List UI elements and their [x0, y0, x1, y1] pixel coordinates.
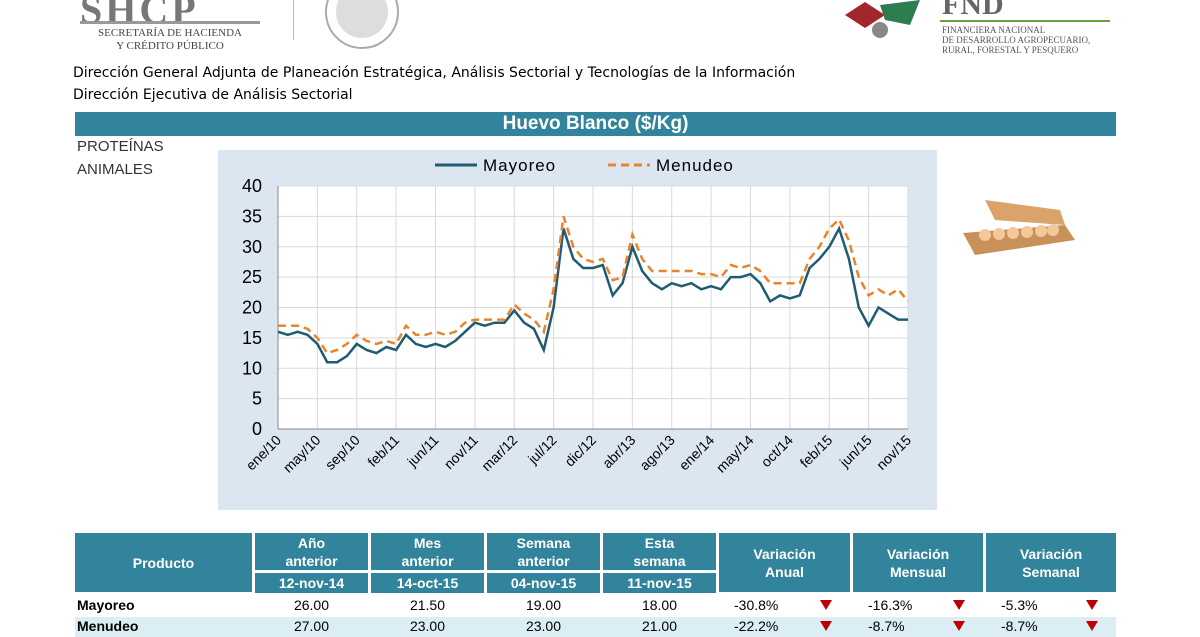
- header-cell: Producto: [75, 533, 252, 592]
- y-tick-label: 5: [252, 389, 262, 409]
- header-text: Variación: [1019, 545, 1083, 562]
- cell-text: -30.8%: [734, 597, 779, 613]
- y-tick-label: 35: [242, 206, 262, 226]
- header-text: Producto: [132, 554, 195, 571]
- date-cell: 14-oct-15: [371, 572, 484, 593]
- cell-text: -8.7%: [1001, 618, 1038, 634]
- cell-text: 26.00: [293, 597, 330, 613]
- down-arrow: [820, 621, 832, 631]
- down-arrow: [820, 600, 832, 610]
- y-tick-label: 25: [242, 267, 262, 287]
- down-arrow: [953, 600, 965, 610]
- section-title: Huevo Blanco ($/Kg): [75, 112, 1116, 136]
- header-line: Dirección General Adjunta de Planeación …: [73, 65, 796, 81]
- header-text: Variación: [886, 545, 950, 562]
- cell-text: -16.3%: [868, 597, 913, 613]
- cell-text: -5.3%: [1001, 597, 1038, 613]
- cell-text: 23.00: [409, 618, 446, 634]
- cell-text: Mayoreo: [77, 597, 135, 613]
- down-arrow: [953, 621, 965, 631]
- cell-text: Menudeo: [77, 618, 139, 634]
- header-cell: Año anterior: [255, 533, 368, 570]
- shcp-line: Y CRÉDITO PÚBLICO: [116, 40, 224, 52]
- divider: [293, 0, 294, 40]
- legend-label: Menudeo: [656, 156, 734, 175]
- header-text: anterior: [517, 552, 570, 569]
- date-cell: 04-nov-15: [487, 572, 600, 593]
- header-text: Esta: [644, 534, 675, 551]
- header-cell: Mes anterior: [371, 533, 484, 570]
- header-cell: Variación Semanal: [986, 533, 1116, 592]
- series-line: [278, 216, 909, 355]
- cell-text: 27.00: [293, 618, 330, 634]
- header-text: Mes: [413, 534, 442, 551]
- header-text: Semana: [516, 534, 571, 551]
- cell-text: -22.2%: [734, 618, 779, 634]
- y-tick-label: 40: [242, 176, 262, 196]
- header-cell: Variación Anual: [719, 533, 850, 592]
- fnd-line: RURAL, FORESTAL Y PESQUERO: [942, 45, 1079, 55]
- cell-text: 21.50: [409, 597, 446, 613]
- header-cell: Semana anterior: [487, 533, 600, 570]
- date-cell: 11-nov-15: [603, 572, 716, 593]
- category: ANIMALES: [77, 161, 153, 178]
- legend-label: Mayoreo: [483, 156, 556, 175]
- down-arrow: [1086, 600, 1098, 610]
- logo-rule: [940, 20, 1110, 22]
- shcp-line: SECRETARÍA DE HACIENDA: [98, 27, 242, 39]
- egg-carton: [963, 200, 1075, 255]
- category: PROTEÍNAS: [77, 138, 164, 155]
- date-cell: 12-nov-14: [255, 572, 368, 593]
- header-text: Mensual: [889, 563, 946, 580]
- down-arrow: [1086, 621, 1098, 631]
- cell-text: 19.00: [525, 597, 562, 613]
- cell-text: 23.00: [525, 618, 562, 634]
- header-text: anterior: [285, 552, 338, 569]
- fnd-line: DE DESARROLLO AGROPECUARIO,: [942, 35, 1091, 45]
- row-bg: [75, 596, 1116, 616]
- header-text: Variación: [753, 545, 816, 562]
- cell-text: 21.00: [641, 618, 678, 634]
- fnd-emblem: [845, 0, 920, 38]
- y-tick-label: 30: [242, 237, 262, 257]
- header-text: Anual: [765, 563, 804, 580]
- cell-text: 18.00: [641, 597, 678, 613]
- header-text: semana: [633, 552, 686, 569]
- header-line: Dirección Ejecutiva de Análisis Sectoria…: [73, 87, 353, 103]
- y-tick-label: 10: [242, 358, 262, 378]
- cell-text: -8.7%: [868, 618, 905, 634]
- header-text: anterior: [401, 552, 454, 569]
- emblem: [325, 0, 399, 49]
- y-tick-label: 20: [242, 298, 262, 318]
- header-cell: Esta semana: [603, 533, 716, 570]
- header-text: Año: [297, 534, 326, 551]
- y-tick-label: 15: [242, 328, 262, 348]
- shcp-logo: SHCP: [80, 0, 199, 32]
- fnd-line: FINANCIERA NACIONAL: [942, 25, 1046, 35]
- fnd-logo: FND: [942, 0, 1004, 21]
- logo-rule: [80, 21, 260, 24]
- header-text: Semanal: [1022, 563, 1080, 580]
- header-cell: Variación Mensual: [853, 533, 983, 592]
- y-tick-label: 0: [252, 419, 262, 439]
- series-line: [277, 225, 908, 364]
